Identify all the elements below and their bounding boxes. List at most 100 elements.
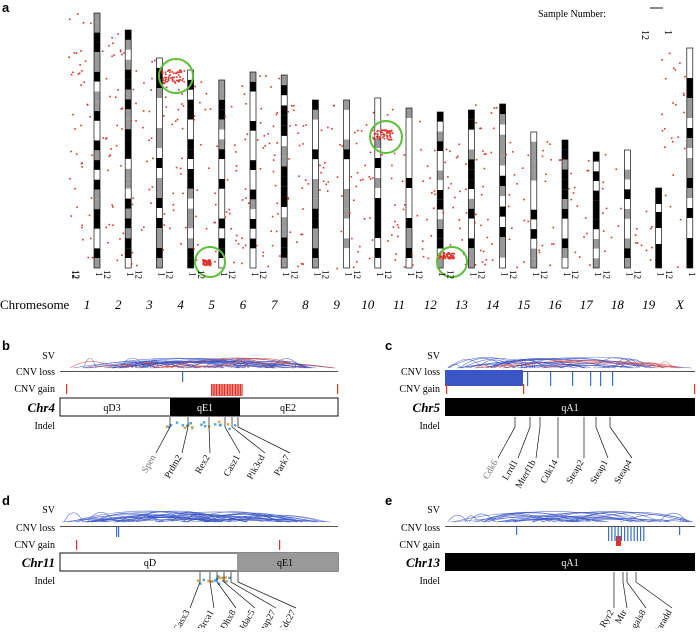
loss-mark (572, 372, 574, 386)
sample-point (131, 203, 134, 206)
chr-band (562, 169, 568, 180)
sample-point (174, 120, 177, 122)
chr-band (624, 248, 631, 259)
chr-band (187, 198, 194, 209)
sample-point (552, 243, 555, 245)
chr-outline (218, 79, 226, 269)
sample-point (427, 257, 430, 260)
chr-band (156, 148, 163, 158)
chromosome-label: 5 (209, 297, 216, 312)
hotspot-point (182, 77, 184, 80)
b-chr-label: Chr4 (28, 400, 56, 415)
chr-band (343, 159, 350, 170)
sample-point (351, 237, 353, 240)
indel-point (200, 423, 203, 426)
sample-point (570, 172, 572, 175)
chr-band (468, 248, 475, 259)
sample-point (235, 239, 237, 242)
sample-point (454, 196, 456, 199)
sample-point (90, 197, 93, 199)
sample-point (109, 154, 112, 156)
sample-point (84, 60, 87, 63)
hotspot-point (378, 138, 381, 140)
chr-band (468, 198, 475, 209)
sample-point (683, 147, 686, 150)
sample-point (523, 219, 526, 222)
sv-arc (244, 364, 250, 369)
chr-band (655, 188, 662, 196)
chr-outline (655, 187, 662, 269)
sample-point (649, 259, 652, 261)
sample-point (434, 193, 436, 196)
chr-band (312, 248, 319, 259)
indel-point (183, 426, 187, 430)
chr-band (343, 188, 350, 199)
loss-mark (608, 527, 610, 541)
hotspot-point (382, 133, 384, 135)
chromosome-label: 11 (393, 297, 405, 312)
chr-band (530, 219, 537, 230)
sample-point (298, 175, 300, 177)
sample-point (461, 239, 463, 241)
sample-point (421, 240, 424, 243)
chr-band (281, 196, 288, 208)
loss-mark (600, 372, 602, 386)
indel-point (222, 579, 225, 583)
sample-point (664, 146, 666, 148)
chromosome-labels: 1 2 3 4 5 6 7 8 9 10 11 12 13 14 15 16 17 18 19 X (84, 297, 685, 312)
sample-point (194, 215, 197, 218)
sample-point (541, 155, 544, 158)
chr-band (499, 257, 506, 268)
chr-band (281, 186, 288, 197)
sample-point (295, 124, 297, 126)
hotspot-point (390, 138, 393, 141)
hotspot-point (389, 136, 391, 138)
sample-point (270, 86, 272, 88)
gene-label: Lgals8 (627, 608, 649, 628)
gene-leader (626, 572, 647, 609)
sv-arc (158, 517, 298, 523)
chr-band (312, 149, 319, 160)
chr-band (686, 228, 693, 238)
sample-point (493, 107, 496, 109)
chr-band (218, 109, 225, 120)
chr-band (406, 148, 412, 158)
chr-band (374, 158, 381, 168)
sv-arc (113, 360, 302, 369)
sample-point (121, 128, 123, 130)
hotspot-point (167, 78, 170, 80)
sample-point (80, 84, 82, 86)
sample-point (420, 148, 422, 151)
chr-outline (624, 149, 631, 269)
sample-point (457, 155, 459, 158)
indel-point (224, 576, 227, 579)
chr-band (218, 89, 225, 100)
chr-band (686, 218, 693, 228)
chr-band (686, 68, 693, 78)
sample-point (635, 228, 638, 230)
sample-point (674, 69, 677, 71)
sample-point (180, 243, 182, 245)
hotspot-point (452, 257, 455, 260)
d-band-qe1-label: qE1 (277, 558, 293, 569)
sample-point (542, 149, 544, 152)
chr-band (312, 228, 319, 239)
chr-band (156, 98, 163, 108)
sample-point (246, 133, 249, 136)
sample-point (79, 64, 81, 66)
loss-mark (182, 372, 184, 382)
sample-point (73, 52, 76, 54)
chr-band (125, 258, 132, 268)
sample-point (324, 162, 326, 164)
sample-point (391, 108, 394, 111)
sample-point (120, 108, 123, 110)
gain-mark (212, 384, 214, 396)
chr-band (437, 131, 444, 142)
hotspot-point (164, 71, 167, 74)
tick-low: 1 (312, 272, 322, 277)
chr-band (374, 138, 381, 148)
chr-band (468, 159, 475, 170)
chr-band (437, 112, 444, 122)
hotspot-point (183, 81, 185, 83)
sample-point (263, 135, 266, 137)
